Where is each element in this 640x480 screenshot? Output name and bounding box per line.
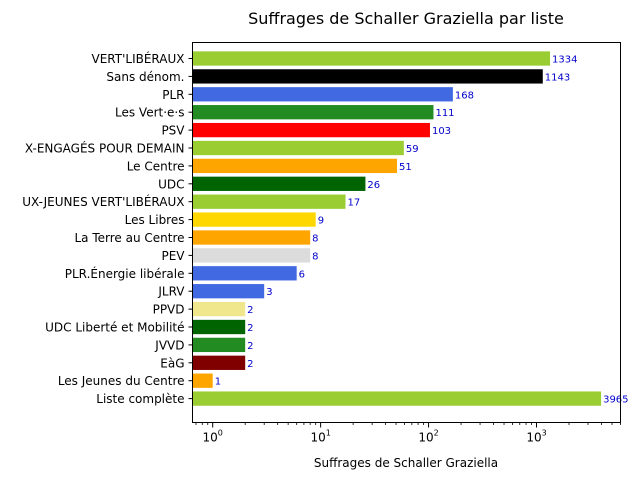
value-label: 17 [348, 198, 361, 209]
x-tick-label: 101 [310, 429, 330, 445]
bar [192, 51, 551, 66]
y-tick-label: X-ENGAGÉS POUR DEMAIN [25, 141, 185, 156]
x-tick-label: 100 [203, 429, 223, 445]
value-label: 1 [215, 377, 221, 388]
bar [192, 158, 398, 174]
value-label: 2 [247, 359, 253, 370]
y-tick-label: PPVD [153, 303, 185, 317]
y-tick-label: Les Libres [125, 213, 185, 227]
chart-title: Suffrages de Schaller Graziella par list… [248, 9, 564, 28]
y-tick-label: UDC Liberté et Mobilité [45, 321, 184, 335]
y-tick-label: Sans dénom. [106, 70, 184, 84]
bar [192, 140, 404, 156]
y-tick-label: Les Vert·e·s [115, 106, 185, 120]
bar [192, 194, 346, 209]
bars-group [192, 51, 602, 406]
bar [192, 105, 434, 120]
value-label: 2 [247, 341, 253, 352]
value-label: 26 [367, 180, 380, 191]
value-label: 8 [312, 234, 318, 245]
y-tick-label: VERT'LIBÉRAUX [92, 51, 185, 66]
bar [192, 319, 246, 335]
bar [192, 212, 316, 227]
value-label: 3 [266, 287, 272, 298]
bar [192, 87, 453, 102]
value-label: 8 [312, 251, 318, 262]
y-tick-label: Les Jeunes du Centre [58, 374, 185, 388]
value-label: 2 [247, 323, 253, 334]
x-axis-label: Suffrages de Schaller Graziella [314, 456, 498, 470]
y-tick-label: EàG [160, 356, 184, 370]
bar [192, 266, 297, 281]
x-tick-label: 103 [526, 429, 546, 445]
bar [192, 391, 602, 406]
bar [192, 301, 246, 317]
value-label: 3965 [603, 395, 628, 406]
value-label: 111 [435, 108, 454, 119]
value-label: 1143 [545, 72, 570, 83]
bar [192, 355, 246, 370]
y-tick-label: JVVD [154, 338, 184, 352]
value-label: 51 [399, 162, 412, 173]
value-label: 103 [432, 126, 451, 137]
y-tick-label: PLR [162, 88, 184, 102]
value-label: 59 [406, 144, 419, 155]
y-tick-label: PEV [161, 249, 185, 263]
bar [192, 337, 246, 353]
y-tick-label: PSV [161, 124, 185, 138]
y-tick-label: Le Centre [127, 159, 185, 173]
y-tick-label: JLRV [157, 285, 185, 299]
y-tick-label: UDC [158, 177, 184, 191]
y-tick-label: La Terre au Centre [74, 231, 184, 245]
bar [192, 122, 430, 138]
bar [192, 69, 543, 84]
x-axis: 100 101 102 103 [195, 422, 621, 445]
bar [192, 176, 366, 191]
plot-frame [192, 42, 621, 423]
value-label: 2 [247, 305, 253, 316]
bar [192, 284, 265, 299]
y-tick-label: Liste complète [96, 392, 184, 406]
y-tick-labels: VERT'LIBÉRAUX Sans dénom. PLR Les Vert·e·s P… [22, 51, 193, 406]
y-tick-label: PLR.Énergie libérale [65, 266, 185, 281]
bar [192, 373, 213, 388]
value-label: 9 [318, 216, 324, 227]
bar [192, 248, 311, 263]
y-tick-label: UX-JEUNES VERT'LIBÉRAUX [22, 194, 184, 209]
x-tick-label: 102 [418, 429, 438, 445]
value-label: 168 [455, 90, 474, 101]
bar [192, 230, 311, 245]
value-label: 6 [299, 269, 305, 280]
value-label: 1334 [552, 55, 577, 66]
